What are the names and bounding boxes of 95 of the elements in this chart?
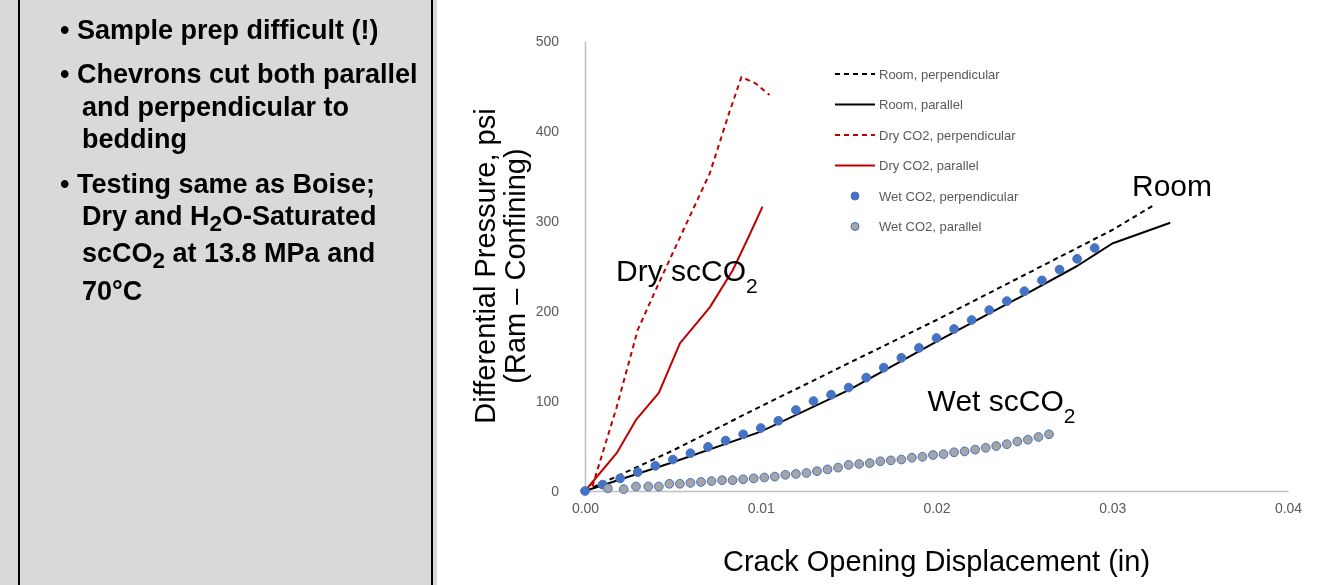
point	[931, 333, 942, 343]
legend-label: Wet CO2, perpendicular	[879, 188, 1019, 204]
x-tick-label: 0.01	[747, 499, 776, 516]
point	[1019, 286, 1030, 297]
y-tick-label: 0	[551, 482, 560, 499]
point	[949, 324, 959, 334]
point	[748, 473, 759, 484]
point	[843, 460, 854, 470]
point	[1023, 434, 1033, 445]
point	[664, 478, 675, 489]
point	[907, 452, 917, 463]
point	[703, 442, 713, 452]
point	[1054, 264, 1065, 275]
point	[696, 477, 706, 487]
point	[1012, 436, 1023, 447]
point	[1089, 243, 1100, 253]
point	[854, 459, 865, 469]
point	[970, 444, 981, 455]
legend-label: Dry CO2, parallel	[879, 158, 979, 174]
point	[949, 447, 959, 458]
point	[650, 460, 661, 471]
point	[1072, 253, 1082, 264]
point	[980, 442, 991, 453]
legend-label: Room, perpendicular	[879, 66, 1001, 82]
point	[928, 450, 938, 460]
annotation: Room	[1131, 168, 1213, 202]
point	[685, 478, 696, 488]
point	[653, 481, 664, 492]
point	[1033, 432, 1044, 442]
point	[966, 315, 977, 325]
point	[755, 423, 766, 433]
text: • Sample prep difficult (!)	[60, 14, 380, 47]
point	[791, 405, 801, 415]
point	[727, 475, 738, 486]
point	[780, 469, 791, 480]
point	[864, 458, 875, 468]
point	[878, 362, 889, 373]
legend-label: Room, parallel	[879, 97, 963, 113]
x-tick-label: 0.04	[1274, 499, 1303, 516]
point	[668, 454, 678, 465]
point	[896, 352, 907, 363]
point	[861, 372, 872, 383]
point	[618, 484, 629, 495]
point	[602, 483, 613, 494]
legend-label: Dry CO2, perpendicular	[879, 127, 1017, 143]
point	[706, 476, 717, 486]
point	[773, 415, 784, 426]
x-tick-label: 0.00	[571, 499, 600, 516]
x-tick-label: 0.02	[923, 499, 951, 516]
point	[685, 448, 696, 459]
point	[984, 305, 995, 315]
point	[917, 451, 928, 462]
y-axis-title: Differential Pressure, psi (Ram – Confining)	[469, 108, 532, 424]
point	[885, 455, 896, 466]
y-tick-label: 200	[535, 302, 560, 319]
x-tick-label: 0.03	[1099, 499, 1127, 516]
point	[896, 454, 907, 465]
point	[675, 478, 685, 489]
point	[643, 481, 654, 492]
point	[914, 343, 924, 353]
point	[801, 468, 812, 478]
point	[1037, 275, 1047, 286]
point	[717, 475, 727, 486]
point	[959, 446, 970, 457]
point	[738, 474, 749, 485]
y-tick-label: 100	[535, 392, 560, 409]
legend-label: Wet CO2, parallel	[879, 219, 982, 235]
point	[808, 396, 819, 406]
point	[875, 456, 886, 467]
point	[631, 481, 641, 492]
point	[769, 471, 780, 482]
point	[738, 429, 749, 440]
point	[1001, 439, 1012, 450]
y-tick-label: 300	[535, 212, 560, 229]
annotation: Wet scCO$_{2}$	[927, 383, 1076, 427]
point	[720, 435, 731, 446]
point	[991, 441, 1002, 451]
y-tick-label: 400	[535, 122, 560, 139]
text: • Chevrons cut both parallel and perpendicular to bedding	[60, 58, 419, 156]
point	[812, 466, 822, 477]
point	[826, 389, 836, 400]
point	[822, 464, 833, 475]
point	[580, 486, 590, 496]
point	[759, 472, 770, 483]
point	[632, 467, 643, 477]
point	[1001, 296, 1012, 306]
y-tick-label: 500	[535, 32, 560, 49]
point	[938, 449, 949, 459]
point	[843, 382, 854, 393]
text: • Testing same as Boise; Dry and H$_{2}$O-Saturated scCO$_{2}$ at 13.8 MPa and 70°C	[60, 168, 377, 306]
point	[615, 473, 626, 484]
point	[1044, 429, 1054, 440]
point	[791, 469, 801, 479]
point	[833, 462, 843, 473]
x-axis-title: Crack Opening Displacement (in)	[722, 545, 1151, 577]
